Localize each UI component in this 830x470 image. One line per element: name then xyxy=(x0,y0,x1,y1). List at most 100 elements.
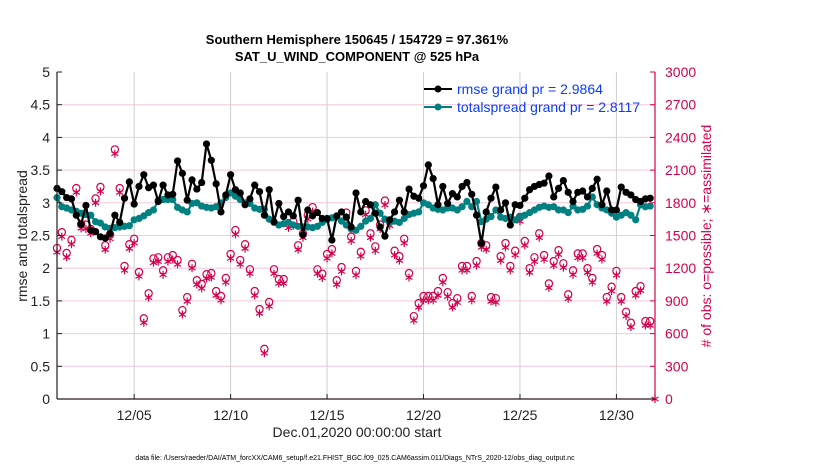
y-tick-label: 5 xyxy=(42,64,50,80)
totalspread-point xyxy=(395,218,404,227)
legend-spread-label: totalspread grand pr = 2.8117 xyxy=(457,99,640,115)
obs-possible-marker xyxy=(129,234,139,243)
rmse-point xyxy=(612,206,621,214)
obs-possible-marker xyxy=(631,286,640,296)
rmse-point xyxy=(550,193,558,201)
obs-possible-marker xyxy=(250,286,259,296)
obs-possible-marker xyxy=(457,261,467,271)
totalspread-point xyxy=(487,212,495,221)
obs-assimilated-marker xyxy=(72,188,81,197)
obs-possible-marker xyxy=(91,194,100,203)
totalspread-point xyxy=(313,222,322,230)
obs-assimilated-marker xyxy=(275,279,283,288)
obs-assimilated-marker xyxy=(279,279,288,288)
obs-possible-marker xyxy=(409,311,419,321)
totalspread-point xyxy=(463,197,471,206)
obs-possible-marker xyxy=(645,316,655,326)
obs-assimilated-marker xyxy=(482,245,490,254)
obs-assimilated-marker xyxy=(574,253,582,262)
obs-possible-marker xyxy=(226,249,235,259)
axes: 0 0.5 1 1.5 2 2.5 3 3.5 4 4.5 5 0 300 600 900 1200 1500 1… xyxy=(31,64,697,423)
obs-assimilated-marker xyxy=(506,266,515,275)
totalspread-point xyxy=(366,214,375,223)
obs-possible-marker xyxy=(293,241,303,250)
totalspread-point xyxy=(632,216,640,224)
obs-assimilated-marker xyxy=(554,250,563,259)
rmse-point xyxy=(255,188,264,196)
obs-assimilated-marker xyxy=(439,278,447,287)
rmse-point xyxy=(299,231,307,239)
obs-possible-marker xyxy=(395,252,404,261)
rmse-point xyxy=(159,181,167,189)
obs-assimilated-marker xyxy=(366,233,375,242)
obs-possible-marker xyxy=(173,255,182,265)
obs-assimilated-marker xyxy=(260,349,269,358)
obs-assimilated-marker xyxy=(226,254,235,263)
rmse-point xyxy=(434,201,442,209)
rmse-point xyxy=(477,239,485,247)
obs-assimilated-marker xyxy=(458,266,466,275)
obs-possible-marker xyxy=(187,259,197,269)
obs-possible-marker xyxy=(337,262,346,272)
totalspread-point xyxy=(357,222,365,230)
obs-possible-marker xyxy=(424,291,433,301)
obs-assimilated-marker xyxy=(62,253,71,262)
rmse-point xyxy=(472,211,481,219)
rmse-point xyxy=(280,212,288,221)
obs-possible-marker xyxy=(453,293,462,303)
obs-possible-marker xyxy=(163,253,173,262)
obs-possible-marker xyxy=(549,256,558,266)
rmse-point xyxy=(400,208,408,216)
obs-possible-marker xyxy=(400,234,409,243)
obs-possible-marker xyxy=(419,291,428,301)
rmse-point xyxy=(77,220,85,228)
rmse-point xyxy=(593,175,601,183)
rmse-point xyxy=(217,208,225,216)
chart-title: Southern Hemisphere 150645 / 154729 = 97… xyxy=(206,32,509,47)
rmse-point xyxy=(125,178,133,186)
x-tick-label: 12/25 xyxy=(502,407,537,423)
legend-rmse-marker xyxy=(434,85,442,93)
rmse-point xyxy=(646,194,654,202)
obs-possible-marker xyxy=(525,264,534,273)
obs-assimilated-marker xyxy=(463,266,471,275)
x-tick-label: 12/20 xyxy=(406,407,441,423)
obs-assimilated-marker xyxy=(135,272,143,281)
obs-possible-marker xyxy=(641,316,650,326)
obs-assimilated-marker xyxy=(183,297,191,306)
rmse-point xyxy=(487,194,495,202)
obs-assimilated-marker xyxy=(593,249,601,258)
obs-possible-marker xyxy=(183,292,192,302)
obs-possible-marker xyxy=(506,261,515,271)
y-right-tick-label: 1500 xyxy=(665,228,696,244)
rmse-point xyxy=(617,183,625,191)
rmse-point xyxy=(212,180,220,188)
rmse-point xyxy=(183,196,191,204)
rmse-point xyxy=(207,156,215,164)
obs-possible-marker xyxy=(443,287,452,297)
obs-possible-marker xyxy=(539,250,549,260)
obs-possible-marker xyxy=(578,249,587,258)
obs-assimilated-marker xyxy=(250,291,259,300)
rmse-point xyxy=(173,157,182,165)
obs-possible-marker xyxy=(371,242,380,251)
totalspread-point xyxy=(583,202,592,210)
rmse-point xyxy=(554,184,563,193)
totalspread-point xyxy=(646,202,654,210)
obs-possible-marker xyxy=(366,229,375,238)
rmse-point xyxy=(111,211,119,219)
obs-possible-marker xyxy=(438,273,448,283)
obs-possible-marker xyxy=(496,252,505,261)
rmse-point xyxy=(188,176,196,184)
legend: rmse grand pr = 2.9864 totalspread grand… xyxy=(424,81,640,115)
rmse-point xyxy=(371,209,379,217)
totalspread-point xyxy=(96,219,105,227)
y-right-tick-label: 2700 xyxy=(665,97,696,113)
obs-possible-marker xyxy=(207,268,216,278)
obs-possible-marker xyxy=(231,225,240,235)
x-axis-label: Dec.01,2020 00:00:00 start xyxy=(273,424,442,440)
obs-possible-marker xyxy=(554,246,563,255)
obs-possible-marker xyxy=(216,291,226,301)
obs-assimilated-marker xyxy=(617,297,626,306)
obs-possible-marker xyxy=(612,266,621,276)
